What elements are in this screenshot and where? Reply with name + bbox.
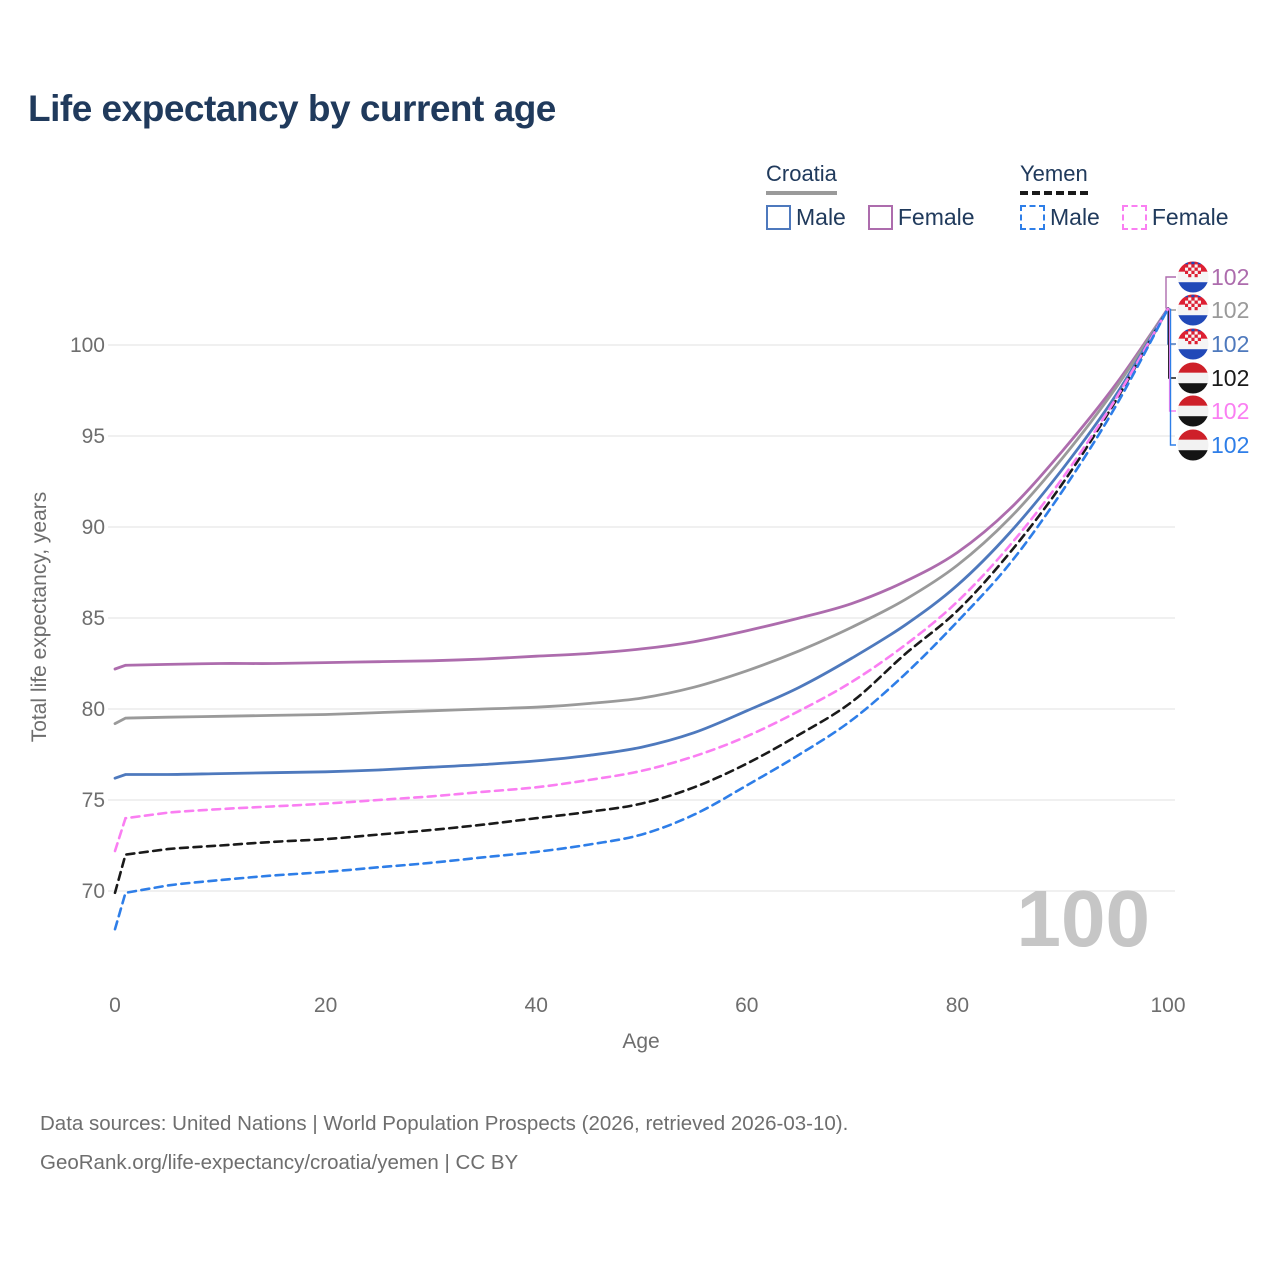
end-value-label-croatia-both: 102 bbox=[1211, 297, 1249, 323]
legend-label: Female bbox=[1151, 204, 1229, 230]
end-value-label-croatia-female: 102 bbox=[1211, 264, 1249, 290]
yemen-flag-icon bbox=[1177, 429, 1209, 461]
age-watermark: 100 bbox=[1017, 874, 1150, 963]
legend-toggle-croatia-female[interactable]: Female bbox=[867, 204, 975, 231]
series-line-croatia-male[interactable] bbox=[113, 307, 1170, 780]
series-line-yemen-male[interactable] bbox=[113, 307, 1170, 931]
y-tick-label: 75 bbox=[82, 789, 105, 812]
yemen-female-swatch-icon bbox=[1121, 205, 1147, 230]
x-tick-label: 80 bbox=[946, 994, 969, 1017]
legend-label: Female bbox=[897, 204, 975, 230]
x-tick-label: 60 bbox=[735, 994, 758, 1017]
y-tick-label: 70 bbox=[82, 880, 105, 903]
legend-group-yemen: Yemen Male Female bbox=[1020, 161, 1229, 231]
y-axis-title: Total life expectancy, years bbox=[28, 492, 51, 743]
y-tick-label: 90 bbox=[82, 516, 105, 539]
croatia-female-swatch-icon bbox=[867, 205, 893, 230]
x-axis-title: Age bbox=[622, 1030, 659, 1053]
yemen-flag-icon bbox=[1177, 395, 1209, 427]
leader-line-yemen-female bbox=[1168, 308, 1176, 412]
end-value-label-yemen-male: 102 bbox=[1211, 432, 1249, 458]
leader-line-croatia-female bbox=[1165, 276, 1176, 309]
legend-toggle-yemen-female[interactable]: Female bbox=[1121, 204, 1229, 231]
leader-line-yemen-male bbox=[1169, 308, 1176, 446]
legend-toggle-croatia-male[interactable]: Male bbox=[766, 204, 846, 231]
chart-footer: Data sources: United Nations | World Pop… bbox=[40, 1104, 848, 1182]
legend-group-croatia: Croatia Male Female bbox=[766, 161, 975, 231]
croatia-male-swatch-icon bbox=[766, 205, 791, 230]
legend-label: Male bbox=[796, 204, 846, 230]
end-value-label-croatia-male: 102 bbox=[1211, 331, 1249, 357]
legend-country-yemen: Yemen bbox=[1020, 161, 1088, 195]
leader-line-yemen-both bbox=[1168, 308, 1176, 379]
series-line-yemen-female[interactable] bbox=[113, 307, 1170, 853]
croatia-flag-icon bbox=[1177, 328, 1209, 360]
data-sources-text: Data sources: United Nations | World Pop… bbox=[40, 1112, 849, 1135]
y-tick-label: 85 bbox=[82, 607, 105, 630]
croatia-flag-icon bbox=[1177, 294, 1209, 326]
croatia-flag-icon bbox=[1177, 261, 1209, 293]
legend-toggle-yemen-male[interactable]: Male bbox=[1020, 204, 1100, 231]
x-tick-label: 100 bbox=[1150, 994, 1185, 1017]
attribution-text: GeoRank.org/life-expectancy/croatia/yeme… bbox=[40, 1151, 519, 1174]
x-tick-label: 0 bbox=[109, 994, 121, 1017]
y-tick-label: 80 bbox=[82, 698, 105, 721]
legend-country-croatia: Croatia bbox=[766, 161, 837, 195]
yemen-flag-icon bbox=[1177, 362, 1209, 394]
series-line-croatia-both[interactable] bbox=[113, 307, 1170, 725]
series-line-yemen-both[interactable] bbox=[113, 307, 1170, 895]
series-line-croatia-female[interactable] bbox=[113, 307, 1170, 671]
x-tick-label: 20 bbox=[314, 994, 337, 1017]
x-tick-label: 40 bbox=[525, 994, 548, 1017]
yemen-male-swatch-icon bbox=[1020, 205, 1045, 230]
page-title: Life expectancy by current age bbox=[28, 88, 556, 129]
legend-label: Male bbox=[1050, 204, 1100, 230]
y-tick-label: 100 bbox=[70, 334, 105, 357]
end-value-label-yemen-both: 102 bbox=[1211, 365, 1249, 391]
end-value-label-yemen-female: 102 bbox=[1211, 398, 1249, 424]
y-tick-label: 95 bbox=[82, 425, 105, 448]
leader-line-croatia-male bbox=[1167, 308, 1176, 345]
